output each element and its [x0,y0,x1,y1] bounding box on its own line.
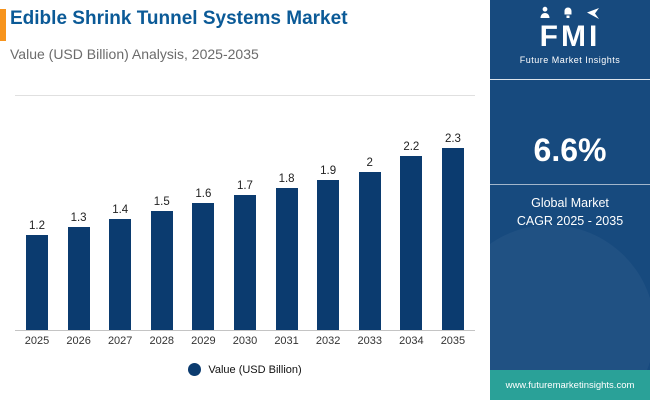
page-subtitle: Value (USD Billion) Analysis, 2025-2035 [10,46,259,62]
chart-area: 1.2 1.3 1.4 1.5 1.6 1.7 1.8 1.9 2 2.2 2.3 [15,95,475,331]
bar-value-label: 1.9 [320,165,337,177]
bar [233,195,256,330]
bar [441,148,464,330]
sidebar-divider-middle [490,184,650,185]
x-axis-label: 2025 [24,335,50,347]
bar [109,219,132,330]
bar-group-2029: 1.6 [185,188,221,330]
x-axis-label: 2029 [191,335,216,347]
cagr-caption-line2: CAGR 2025 - 2035 [516,214,624,229]
bar-value-label: 2 [366,157,373,169]
bar-group-2034: 2.2 [393,141,429,330]
x-axis-label: 2031 [274,335,299,347]
bar-value-label: 1.8 [278,173,295,185]
chart-panel: Edible Shrink Tunnel Systems Market Valu… [0,8,490,376]
x-axis-label: 2032 [315,335,341,347]
bar-value-label: 2.2 [403,141,420,153]
bar-group-2026: 1.3 [61,212,97,330]
fmi-logo-caption: Future Market Insights [519,55,621,65]
website-url: www.futuremarketinsights.com [505,379,635,391]
fmi-logo-letters: FMI [539,20,601,53]
bar-group-2028: 1.5 [144,196,180,330]
x-axis-label: 2034 [399,335,424,347]
legend: Value (USD Billion) [0,363,490,376]
x-axis: 2025 2026 2027 2028 2029 2030 2031 2032 2033 2034… [15,335,475,347]
x-axis-label: 2033 [357,335,382,347]
x-axis-label: 2028 [149,335,175,347]
bar-value-label: 1.3 [70,212,87,224]
bar-value-label: 1.5 [153,196,170,208]
bar [150,211,173,330]
bar-group-2032: 1.9 [310,165,346,330]
legend-label: Value (USD Billion) [208,363,302,376]
fmi-logo-icons [490,6,650,20]
legend-swatch [188,363,202,376]
x-axis-label: 2026 [66,335,91,347]
page-title: Edible Shrink Tunnel Systems Market [10,8,348,29]
bar [192,203,215,330]
bar-value-label: 1.7 [236,180,253,192]
bar-group-2033: 2 [352,157,388,330]
bar-group-2031: 1.8 [269,173,305,330]
bar-group-2027: 1.4 [102,204,138,330]
bar [67,227,90,330]
bar [26,235,48,330]
cagr-value: 6.6% [533,132,607,168]
brand-sidebar: FMI Future Market Insights 6.6% Global M… [490,0,650,400]
x-axis-label: 2027 [107,335,133,347]
bar-value-label: 2.3 [444,133,461,145]
bar-value-label: 1.6 [195,188,212,200]
bar [358,172,381,330]
bar-group-2025: 1.2 [19,220,55,330]
sidebar-footer: www.futuremarketinsights.com [490,370,650,400]
bar [400,156,423,330]
bar-series: 1.2 1.3 1.4 1.5 1.6 1.7 1.8 1.9 2 2.2 2.3 [15,96,475,330]
fmi-logo: FMI Future Market Insights [490,6,650,65]
bar-value-label: 1.4 [112,204,129,216]
bar [317,180,340,330]
cagr-caption-line1: Global Market [531,196,609,210]
sidebar-divider-top [490,79,650,80]
bar [275,188,298,330]
x-axis-label: 2030 [232,335,258,347]
title-accent-bar [0,9,6,41]
bar-group-2035: 2.3 [435,133,471,330]
x-axis-label: 2035 [440,335,466,347]
bar-group-2030: 1.7 [227,180,263,330]
bar-value-label: 1.2 [29,220,45,232]
cagr-caption: Global Market CAGR 2025 - 2035 [490,194,650,230]
